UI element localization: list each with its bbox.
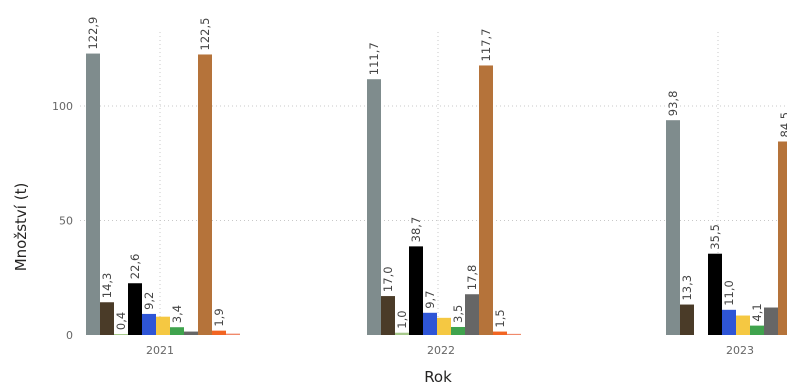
data-label: 9,2 — [142, 292, 156, 310]
y-tick-label: 0 — [66, 329, 73, 342]
data-label: 3,4 — [170, 305, 184, 323]
data-label: 22,6 — [128, 254, 142, 280]
bar — [764, 307, 778, 335]
bar — [722, 309, 736, 335]
bar — [465, 294, 479, 335]
bar — [437, 317, 451, 335]
data-label: 1,9 — [212, 308, 226, 326]
data-label: 13,3 — [680, 275, 694, 301]
bar — [114, 334, 128, 335]
bar — [128, 283, 142, 335]
data-label: 122,9 — [86, 17, 100, 50]
bars — [86, 53, 787, 336]
bar — [479, 65, 493, 335]
bar — [423, 312, 437, 335]
bar — [198, 54, 212, 335]
data-label: 117,7 — [479, 29, 493, 62]
bar — [381, 296, 395, 335]
bar — [212, 330, 226, 335]
bar — [680, 304, 694, 335]
bar — [736, 315, 750, 335]
bar — [156, 316, 170, 335]
bar — [493, 331, 507, 335]
data-label: 3,5 — [451, 305, 465, 323]
x-axis-title: Rok — [424, 368, 452, 386]
bar — [507, 333, 521, 335]
bar — [142, 313, 156, 335]
data-label: 14,3 — [100, 273, 114, 299]
bar — [367, 79, 381, 335]
y-tick-label: 100 — [52, 100, 73, 113]
y-axis-ticks: 0 50 100 — [52, 100, 73, 342]
bar — [86, 53, 100, 336]
data-label: 11,0 — [722, 280, 736, 306]
x-tick-label: 2022 — [427, 344, 455, 357]
data-label: 35,5 — [708, 224, 722, 250]
y-axis-title: Množství (t) — [12, 183, 30, 272]
bar — [226, 333, 240, 335]
data-label: 9,7 — [423, 290, 437, 308]
data-label: 84,5 — [778, 112, 787, 138]
data-label: 93,8 — [666, 91, 680, 117]
data-label: 17,0 — [381, 266, 395, 292]
data-label: 1,0 — [395, 310, 409, 328]
x-tick-label: 2023 — [726, 344, 754, 357]
bar — [666, 120, 680, 335]
bar — [708, 253, 722, 335]
data-label: 38,7 — [409, 217, 423, 243]
data-label: 122,5 — [198, 18, 212, 51]
bar — [778, 141, 787, 335]
bar — [170, 327, 184, 335]
x-tick-label: 2021 — [146, 344, 174, 357]
bar — [451, 326, 465, 335]
data-label: 111,7 — [367, 42, 381, 75]
bar — [409, 246, 423, 335]
y-tick-label: 50 — [59, 215, 73, 228]
data-label: 4,1 — [750, 303, 764, 321]
data-labels: 122,9 14,30,4 22,69,2 3,4 122,5 1,9 111,7 17,0 1… — [86, 17, 787, 330]
bar — [395, 332, 409, 335]
data-label: 17,8 — [465, 265, 479, 291]
bar — [100, 302, 114, 335]
data-label: 0,4 — [114, 312, 128, 330]
bar — [184, 331, 198, 335]
data-label: 1,5 — [493, 309, 507, 327]
bar — [750, 325, 764, 335]
x-axis-ticks: 2021 2022 2023 — [146, 344, 754, 357]
